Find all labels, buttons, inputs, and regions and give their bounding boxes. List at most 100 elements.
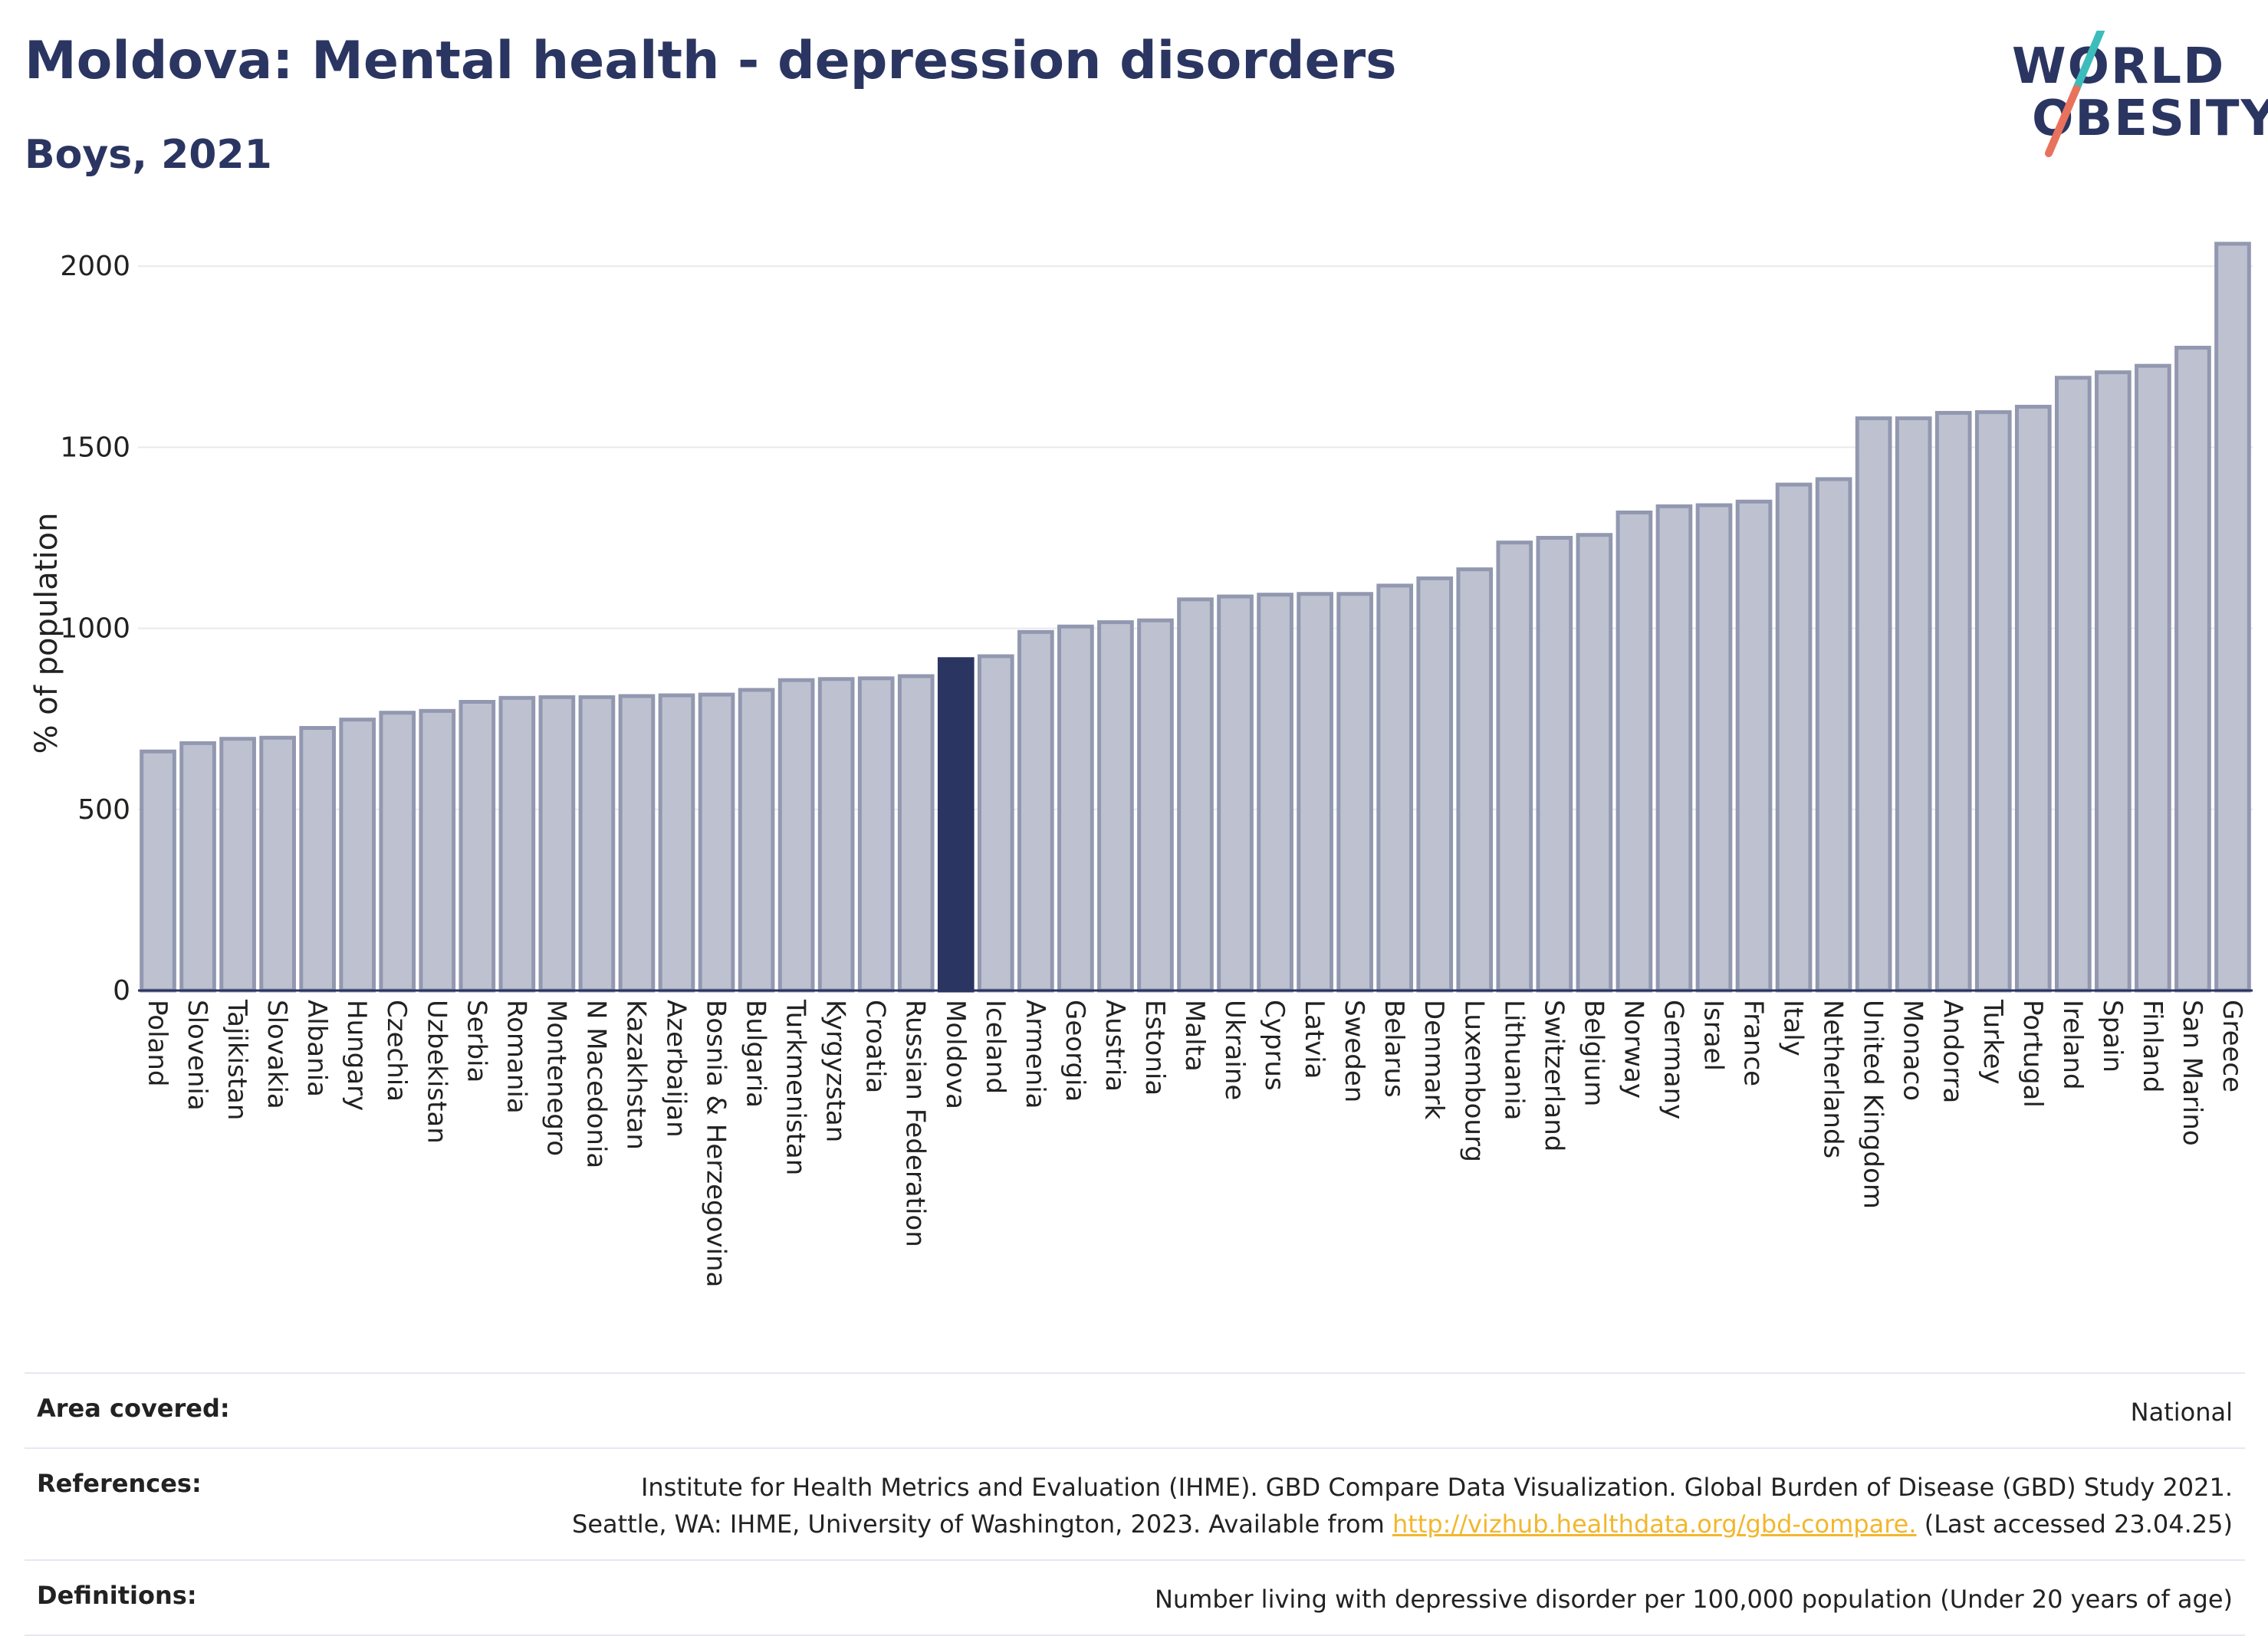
x-tick-label: Monaco — [1898, 1000, 1928, 1101]
bar-bulgaria — [738, 688, 775, 993]
x-tick-label: Slovakia — [261, 1000, 292, 1109]
bar-netherlands — [1815, 477, 1852, 993]
bar-kyrgyzstan — [817, 677, 855, 993]
bar-turkmenistan — [777, 678, 815, 993]
bar-czechia — [379, 711, 416, 993]
y-tick-label: 500 — [77, 794, 130, 826]
x-tick-label: Romania — [501, 1000, 531, 1114]
y-tick-label: 1000 — [60, 613, 130, 645]
bar-moldova — [937, 657, 975, 993]
bar-iceland — [977, 654, 1014, 993]
x-tick-label: Russian Federation — [900, 1000, 931, 1247]
bar-israel — [1695, 503, 1733, 993]
bar-poland — [140, 749, 176, 993]
logo-line-1: WORLD — [2012, 38, 2226, 95]
bar-denmark — [1416, 576, 1454, 993]
x-tick-label: Cyprus — [1259, 1000, 1290, 1091]
x-tick-label: Turkmenistan — [781, 999, 811, 1175]
bar-cyprus — [1257, 593, 1293, 993]
y-tick-label: 1500 — [60, 432, 130, 463]
x-tick-label: Bulgaria — [741, 1000, 771, 1108]
bar-spain — [2095, 370, 2132, 993]
x-tick-label: Germany — [1658, 1000, 1688, 1119]
x-tick-label: Luxembourg — [1458, 1000, 1489, 1162]
references-line-1: Institute for Health Metrics and Evaluat… — [640, 1473, 2233, 1502]
definitions-label: Definitions: — [37, 1581, 197, 1610]
x-tick-label: Estonia — [1139, 1000, 1170, 1096]
references-link[interactable]: http://vizhub.healthdata.org/gbd-compare… — [1392, 1510, 1917, 1539]
x-tick-label: Israel — [1698, 1000, 1728, 1071]
bar-chart: 0 500 1000 1500 2000 Poland Slovenia Tajikista… — [29, 241, 2253, 1287]
bar-finland — [2135, 363, 2171, 993]
x-tick-label: Kyrgyzstan — [820, 1000, 851, 1142]
x-tick-label: Belgium — [1578, 1000, 1609, 1106]
bar-germany — [1655, 504, 1693, 993]
x-tick-label: Tajikistan — [222, 999, 252, 1120]
x-tick-label: Norway — [1618, 1000, 1648, 1099]
chart-bars — [140, 241, 2251, 993]
logo-slash-icon — [2045, 31, 2105, 157]
y-tick-label: 2000 — [60, 251, 130, 282]
bar-n-macedonia — [578, 695, 616, 993]
references-label: References: — [37, 1469, 202, 1498]
x-tick-label: Czechia — [381, 1000, 412, 1102]
x-tick-label: Hungary — [341, 1000, 372, 1111]
x-tick-label: Finland — [2137, 1000, 2168, 1093]
bar-italy — [1775, 482, 1813, 993]
bar-hungary — [339, 718, 376, 993]
area-covered-value: National — [2130, 1398, 2233, 1427]
bar-serbia — [459, 700, 496, 993]
bar-turkey — [1974, 410, 2012, 993]
bar-united-kingdom — [1855, 416, 1892, 993]
bar-russian-federation — [897, 674, 935, 993]
bar-slovakia — [259, 735, 296, 993]
bar-armenia — [1017, 629, 1054, 993]
x-tick-label: Portugal — [2017, 1000, 2048, 1108]
x-tick-label: United Kingdom — [1858, 1000, 1888, 1209]
bar-kazakhstan — [618, 694, 656, 993]
chart-footer: Area covered: National References: Insti… — [25, 1372, 2245, 1636]
bar-san-marino — [2174, 346, 2211, 993]
x-tick-label: Armenia — [1020, 1000, 1050, 1109]
footer-area-row: Area covered: National — [25, 1372, 2245, 1447]
bar-croatia — [857, 676, 895, 993]
x-tick-label: Belarus — [1379, 1000, 1409, 1098]
bar-malta — [1177, 597, 1214, 993]
bar-lithuania — [1496, 540, 1533, 993]
x-tick-label: Greece — [2217, 1000, 2247, 1092]
bar-uzbekistan — [419, 708, 456, 993]
bar-bosnia-herzegovina — [698, 692, 735, 993]
bar-france — [1735, 499, 1773, 993]
x-tick-label: Italy — [1778, 1000, 1809, 1056]
x-tick-label: Iceland — [980, 1000, 1011, 1094]
bar-norway — [1616, 510, 1653, 993]
x-tick-label: Bosnia & Herzegovina — [701, 1000, 731, 1287]
bar-ukraine — [1217, 594, 1254, 993]
chart-title: Moldova: Mental health - depression diso… — [25, 31, 1397, 91]
x-tick-label: Poland — [142, 1000, 173, 1087]
bar-sweden — [1336, 592, 1373, 993]
x-tick-label: Serbia — [461, 1000, 491, 1082]
area-covered-label: Area covered: — [37, 1394, 230, 1423]
x-tick-label: Denmark — [1418, 1000, 1449, 1120]
bar-belarus — [1376, 583, 1414, 993]
bar-greece — [2214, 241, 2251, 993]
definitions-value: Number living with depressive disorder p… — [1154, 1585, 2233, 1614]
x-tick-label: Andorra — [1938, 1000, 1968, 1103]
x-tick-label: Spain — [2097, 1000, 2128, 1073]
bar-tajikistan — [219, 737, 256, 993]
bar-portugal — [2014, 405, 2052, 993]
footer-references-row: References: Institute for Health Metrics… — [25, 1447, 2245, 1559]
x-tick-label: Albania — [301, 1000, 332, 1097]
x-tick-label: Austria — [1099, 1000, 1130, 1092]
x-tick-label: N Macedonia — [580, 1000, 611, 1168]
bar-andorra — [1934, 411, 1972, 993]
x-tick-label: Sweden — [1339, 1000, 1369, 1102]
x-tick-label: Moldova — [940, 1000, 971, 1109]
chart-subtitle: Boys, 2021 — [25, 132, 272, 178]
footer-definitions-row: Definitions: Number living with depressi… — [25, 1559, 2245, 1636]
world-obesity-logo: WORLD OBESITY — [1994, 31, 2268, 169]
x-tick-label: Switzerland — [1538, 1000, 1569, 1151]
references-value: Institute for Health Metrics and Evaluat… — [572, 1469, 2233, 1542]
bar-switzerland — [1536, 536, 1573, 993]
